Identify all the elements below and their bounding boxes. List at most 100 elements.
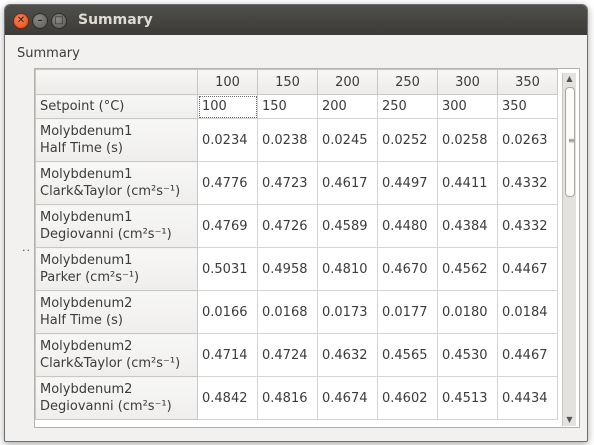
row-header[interactable]: Molybdenum1 Half Time (s) <box>35 118 198 162</box>
row-header[interactable]: Molybdenum1 Clark&Taylor (cm²s⁻¹) <box>35 161 198 205</box>
table-cell[interactable]: 100 <box>197 94 258 119</box>
table-cell[interactable]: 0.0184 <box>497 290 558 334</box>
window-title: Summary <box>78 12 153 28</box>
table-cell[interactable]: 0.0263 <box>497 118 558 162</box>
row-header[interactable]: Molybdenum1 Degiovanni (cm²s⁻¹) <box>35 204 198 248</box>
row-header-label: Clark&Taylor (cm²s⁻¹) <box>40 184 181 199</box>
column-header[interactable]: 300 <box>437 69 498 95</box>
table-cell[interactable]: 0.0252 <box>377 118 438 162</box>
table-cell[interactable]: 0.4726 <box>257 204 318 248</box>
table-corner <box>35 69 198 95</box>
maximize-icon[interactable]: □ <box>51 13 67 29</box>
table-cell[interactable]: 0.4562 <box>437 247 498 291</box>
table-cell[interactable]: 0.4480 <box>377 204 438 248</box>
table-row: Molybdenum1 Degiovanni (cm²s⁻¹) 0.4769 0.47… <box>35 204 558 248</box>
row-header-label: Molybdenum1 <box>40 167 133 182</box>
table-cell[interactable]: 0.0245 <box>317 118 378 162</box>
table-cell[interactable]: 0.4714 <box>197 333 258 377</box>
table-cell[interactable]: 0.4467 <box>497 333 558 377</box>
table-cell[interactable]: 0.0180 <box>437 290 498 334</box>
table-cell[interactable]: 0.4724 <box>257 333 318 377</box>
table-cell[interactable]: 0.4434 <box>497 376 558 420</box>
minimize-icon[interactable]: – <box>32 13 48 29</box>
table-cell[interactable]: 0.4842 <box>197 376 258 420</box>
row-header-label: Molybdenum1 <box>40 253 133 268</box>
row-header[interactable]: Setpoint (°C) <box>35 94 198 119</box>
titlebar[interactable]: ✕ – □ Summary <box>5 5 587 35</box>
scroll-up-arrow-icon[interactable]: ▲ <box>566 74 573 83</box>
table-cell[interactable]: 0.4674 <box>317 376 378 420</box>
table-cell[interactable]: 0.0234 <box>197 118 258 162</box>
grip-icon: ≡ <box>568 136 575 145</box>
column-header[interactable]: 250 <box>377 69 438 95</box>
table-row: Molybdenum1 Clark&Taylor (cm²s⁻¹) 0.4776 0.… <box>35 161 558 205</box>
table-cell[interactable]: 0.4530 <box>437 333 498 377</box>
table-row: Molybdenum2 Degiovanni (cm²s⁻¹) 0.4842 0.48… <box>35 376 558 420</box>
table-cell[interactable]: 0.4769 <box>197 204 258 248</box>
splitter-handle[interactable]: .. <box>22 241 31 254</box>
row-header-label: Molybdenum2 <box>40 382 133 397</box>
table-cell[interactable]: 0.4602 <box>377 376 438 420</box>
table-cell[interactable]: 0.4565 <box>377 333 438 377</box>
table-cell[interactable]: 0.4589 <box>317 204 378 248</box>
table-row: Molybdenum1 Half Time (s) 0.0234 0.0238 0.02… <box>35 118 558 162</box>
summary-table-view[interactable]: 100 150 200 250 300 350 Setpoint (°C) 100 150 20… <box>34 68 580 428</box>
table-cell[interactable]: 0.4497 <box>377 161 438 205</box>
table-cell[interactable]: 0.4617 <box>317 161 378 205</box>
scroll-down-arrow-icon[interactable]: ▼ <box>566 415 573 424</box>
table-cell[interactable]: 0.4332 <box>497 161 558 205</box>
close-icon[interactable]: ✕ <box>13 13 29 29</box>
summary-window: ✕ – □ Summary Summary .. 100 150 200 250 300… <box>4 4 588 442</box>
column-header[interactable]: 200 <box>317 69 378 95</box>
row-header-label: Molybdenum2 <box>40 296 133 311</box>
table-row: Molybdenum2 Half Time (s) 0.0166 0.0168 0.01… <box>35 290 558 334</box>
column-header[interactable]: 100 <box>197 69 258 95</box>
row-header-label: Clark&Taylor (cm²s⁻¹) <box>40 356 181 371</box>
table-cell[interactable]: 0.4411 <box>437 161 498 205</box>
column-header[interactable]: 150 <box>257 69 318 95</box>
section-label: Summary <box>17 46 80 61</box>
table-cell[interactable]: 0.4816 <box>257 376 318 420</box>
table-cell[interactable]: 0.0166 <box>197 290 258 334</box>
row-header[interactable]: Molybdenum2 Half Time (s) <box>35 290 198 334</box>
row-header-label: Half Time (s) <box>40 141 123 156</box>
table-cell[interactable]: 0.4776 <box>197 161 258 205</box>
table-cell[interactable]: 0.4958 <box>257 247 318 291</box>
table-cell[interactable]: 350 <box>497 94 558 119</box>
table-row: Molybdenum2 Clark&Taylor (cm²s⁻¹) 0.4714 0.… <box>35 333 558 377</box>
summary-table: 100 150 200 250 300 350 Setpoint (°C) 100 150 20… <box>35 69 558 420</box>
row-header-label: Molybdenum1 <box>40 210 133 225</box>
row-header-label: Parker (cm²s⁻¹) <box>40 270 140 285</box>
table-cell[interactable]: 0.4670 <box>377 247 438 291</box>
table-cell[interactable]: 0.4810 <box>317 247 378 291</box>
table-cell[interactable]: 0.4467 <box>497 247 558 291</box>
row-header-label: Setpoint (°C) <box>40 99 125 114</box>
table-cell[interactable]: 0.0168 <box>257 290 318 334</box>
table-cell[interactable]: 0.4332 <box>497 204 558 248</box>
row-header[interactable]: Molybdenum1 Parker (cm²s⁻¹) <box>35 247 198 291</box>
table-row: Molybdenum1 Parker (cm²s⁻¹) 0.5031 0.4958 0.… <box>35 247 558 291</box>
table-cell[interactable]: 300 <box>437 94 498 119</box>
vertical-scrollbar[interactable]: ▲ ≡ ▼ <box>562 73 576 426</box>
row-header[interactable]: Molybdenum2 Degiovanni (cm²s⁻¹) <box>35 376 198 420</box>
table-cell[interactable]: 0.0258 <box>437 118 498 162</box>
table-cell[interactable]: 150 <box>257 94 318 119</box>
scroll-thumb[interactable]: ≡ <box>565 87 575 197</box>
table-cell[interactable]: 0.4723 <box>257 161 318 205</box>
table-cell[interactable]: 200 <box>317 94 378 119</box>
table-cell[interactable]: 0.4384 <box>437 204 498 248</box>
column-header[interactable]: 350 <box>497 69 558 95</box>
table-cell[interactable]: 0.0238 <box>257 118 318 162</box>
table-cell[interactable]: 250 <box>377 94 438 119</box>
table-cell[interactable]: 0.5031 <box>197 247 258 291</box>
table-cell[interactable]: 0.4632 <box>317 333 378 377</box>
table-cell[interactable]: 0.0177 <box>377 290 438 334</box>
table-cell[interactable]: 0.0173 <box>317 290 378 334</box>
row-header-label: Degiovanni (cm²s⁻¹) <box>40 399 172 414</box>
row-header-label: Molybdenum1 <box>40 124 133 139</box>
table-row: Setpoint (°C) 100 150 200 250 300 350 <box>35 94 558 119</box>
table-cell[interactable]: 0.4513 <box>437 376 498 420</box>
row-header-label: Molybdenum2 <box>40 339 133 354</box>
row-header-label: Half Time (s) <box>40 313 123 328</box>
row-header[interactable]: Molybdenum2 Clark&Taylor (cm²s⁻¹) <box>35 333 198 377</box>
